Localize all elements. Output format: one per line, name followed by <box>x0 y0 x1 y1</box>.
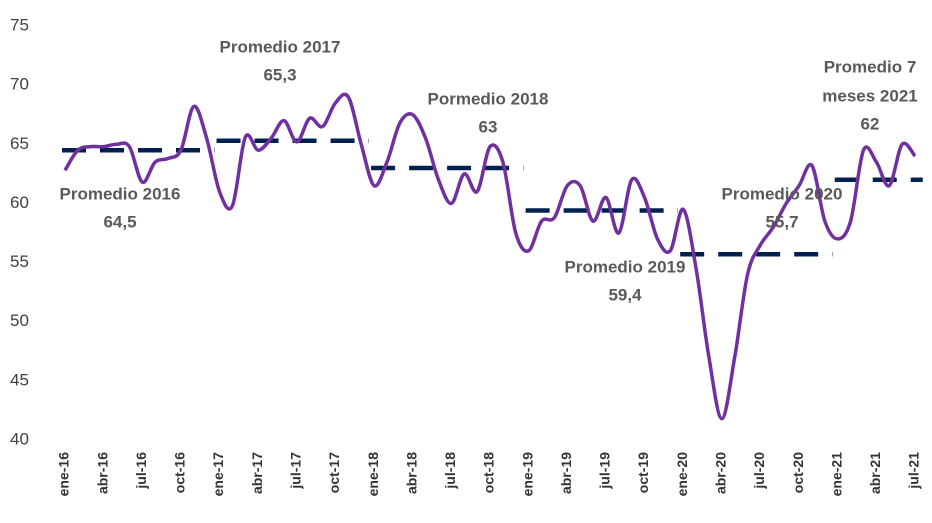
y-tick-label: 45 <box>10 370 29 389</box>
x-tick-label: ene-17 <box>210 452 226 497</box>
annotation: Promedio 2016 <box>60 184 181 203</box>
annotation-value: 63 <box>479 117 498 136</box>
y-tick-label: 50 <box>10 311 29 330</box>
line <box>63 92 917 421</box>
x-tick-label: oct-18 <box>481 452 497 493</box>
annotation-value: 59,4 <box>608 285 642 304</box>
x-tick-label: oct-20 <box>790 452 806 493</box>
annotation: Promedio 2017 <box>220 37 341 56</box>
x-tick-label: ene-21 <box>828 452 844 497</box>
annotation-value: 62 <box>861 114 880 133</box>
annotation-value: 55,7 <box>765 212 798 231</box>
annotation: Promedio 2020 <box>722 184 843 203</box>
annotation: Promedio 2019 <box>565 257 686 276</box>
annotation-value: 64,5 <box>103 212 136 231</box>
x-tick-label: jul-19 <box>597 452 613 490</box>
x-tick-label: ene-20 <box>674 452 690 497</box>
x-tick-label: jul-21 <box>906 452 922 490</box>
x-tick-label: oct-16 <box>172 452 188 493</box>
annotation-value: 65,3 <box>263 65 296 84</box>
x-tick-label: abr-20 <box>713 452 729 494</box>
x-tick-label: abr-17 <box>249 452 265 494</box>
x-tick-label: abr-19 <box>558 452 574 494</box>
x-tick-label: ene-19 <box>519 452 535 497</box>
x-tick-label: abr-21 <box>867 452 883 494</box>
annotation: meses 2021 <box>822 86 917 105</box>
y-tick-label: 75 <box>10 15 29 34</box>
x-tick-label: jul-18 <box>442 452 458 490</box>
y-tick-label: 55 <box>10 252 29 271</box>
x-tick-label: abr-16 <box>94 452 110 494</box>
x-tick-label: ene-18 <box>365 452 381 497</box>
y-tick-label: 65 <box>10 134 29 153</box>
x-tick-label: ene-16 <box>56 452 72 497</box>
annotation: Promedio 7 <box>824 57 917 76</box>
annotation: Pormedio 2018 <box>428 89 549 108</box>
y-tick-label: 40 <box>10 429 29 448</box>
x-tick-label: jul-20 <box>751 452 767 490</box>
x-tick-label: oct-17 <box>326 452 342 493</box>
x-tick-label: abr-18 <box>403 452 419 494</box>
x-tick-label: oct-19 <box>635 452 651 493</box>
y-tick-label: 70 <box>10 75 29 94</box>
x-tick-label: jul-16 <box>133 452 149 490</box>
x-tick-label: jul-17 <box>288 452 304 490</box>
y-tick-label: 60 <box>10 193 29 212</box>
